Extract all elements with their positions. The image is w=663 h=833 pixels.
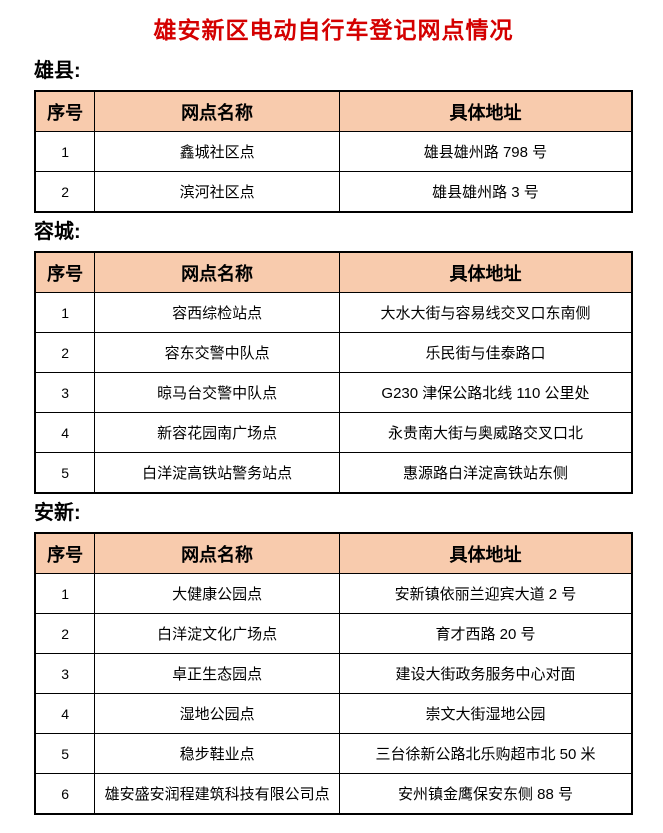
section-label-xiongxian: 雄县: [34,60,81,82]
site-name-cell: 滨河社区点 [94,171,340,213]
address-cell: 乐民街与佳泰路口 [338,332,633,373]
site-name-cell: 鑫城社区点 [94,131,340,172]
serial-cell: 1 [34,573,96,614]
address-cell: 雄县雄州路 3 号 [338,171,633,213]
header-address: 具体地址 [338,532,633,574]
registration-table-rongcheng: 序号 网点名称 具体地址 1 容西综检站点 大水大街与容易线交叉口东南侧 2 容东交警中… [34,251,633,494]
serial-cell: 3 [34,372,96,413]
serial-cell: 4 [34,693,96,734]
serial-cell: 1 [34,131,96,172]
site-name-cell: 白洋淀高铁站警务站点 [94,452,340,494]
site-name-cell: 雄安盛安润程建筑科技有限公司点 [94,773,340,815]
page-title: 雄安新区电动自行车登记网点情况 [153,17,514,43]
section-label-anxin: 安新: [34,502,81,524]
registration-table-xiongxian: 序号 网点名称 具体地址 1 鑫城社区点 雄县雄州路 798 号 2 滨河社区点 雄县雄州… [34,90,633,213]
table-row: 3 晾马台交警中队点 G230 津保公路北线 110 公里处 [34,372,633,413]
table-header-row: 序号 网点名称 具体地址 [34,532,633,574]
site-name-cell: 晾马台交警中队点 [94,372,340,413]
serial-cell: 2 [34,171,96,213]
table-row: 2 容东交警中队点 乐民街与佳泰路口 [34,332,633,373]
header-site-name: 网点名称 [94,251,340,293]
address-cell: 安州镇金鹰保安东侧 88 号 [338,773,633,815]
site-name-cell: 容东交警中队点 [94,332,340,373]
header-serial: 序号 [34,90,96,132]
header-address: 具体地址 [338,90,633,132]
serial-cell: 5 [34,452,96,494]
header-serial: 序号 [34,251,96,293]
serial-cell: 5 [34,733,96,774]
serial-cell: 4 [34,412,96,453]
table-row: 6 雄安盛安润程建筑科技有限公司点 安州镇金鹰保安东侧 88 号 [34,773,633,815]
serial-cell: 2 [34,613,96,654]
address-cell: 大水大街与容易线交叉口东南侧 [338,292,633,333]
table-row: 2 白洋淀文化广场点 育才西路 20 号 [34,613,633,654]
table-row: 1 容西综检站点 大水大街与容易线交叉口东南侧 [34,292,633,333]
address-cell: 三台徐新公路北乐购超市北 50 米 [338,733,633,774]
serial-cell: 1 [34,292,96,333]
site-name-cell: 大健康公园点 [94,573,340,614]
table-row: 4 湿地公园点 崇文大街湿地公园 [34,693,633,734]
table-row: 1 鑫城社区点 雄县雄州路 798 号 [34,131,633,172]
header-site-name: 网点名称 [94,90,340,132]
site-name-cell: 新容花园南广场点 [94,412,340,453]
site-name-cell: 白洋淀文化广场点 [94,613,340,654]
header-site-name: 网点名称 [94,532,340,574]
table-row: 3 卓正生态园点 建设大街政务服务中心对面 [34,653,633,694]
serial-cell: 3 [34,653,96,694]
site-name-cell: 湿地公园点 [94,693,340,734]
address-cell: 安新镇依丽兰迎宾大道 2 号 [338,573,633,614]
section-label-rongcheng: 容城: [34,221,81,243]
serial-cell: 6 [34,773,96,815]
table-row: 4 新容花园南广场点 永贵南大街与奥威路交叉口北 [34,412,633,453]
address-cell: 永贵南大街与奥威路交叉口北 [338,412,633,453]
header-address: 具体地址 [338,251,633,293]
site-name-cell: 稳步鞋业点 [94,733,340,774]
address-cell: G230 津保公路北线 110 公里处 [338,372,633,413]
table-header-row: 序号 网点名称 具体地址 [34,90,633,132]
table-row: 1 大健康公园点 安新镇依丽兰迎宾大道 2 号 [34,573,633,614]
table-row: 2 滨河社区点 雄县雄州路 3 号 [34,171,633,213]
registration-table-anxin: 序号 网点名称 具体地址 1 大健康公园点 安新镇依丽兰迎宾大道 2 号 2 白洋淀文化… [34,532,633,815]
address-cell: 惠源路白洋淀高铁站东侧 [338,452,633,494]
table-row: 5 稳步鞋业点 三台徐新公路北乐购超市北 50 米 [34,733,633,774]
table-header-row: 序号 网点名称 具体地址 [34,251,633,293]
site-name-cell: 卓正生态园点 [94,653,340,694]
address-cell: 雄县雄州路 798 号 [338,131,633,172]
site-name-cell: 容西综检站点 [94,292,340,333]
header-serial: 序号 [34,532,96,574]
serial-cell: 2 [34,332,96,373]
address-cell: 崇文大街湿地公园 [338,693,633,734]
address-cell: 建设大街政务服务中心对面 [338,653,633,694]
table-row: 5 白洋淀高铁站警务站点 惠源路白洋淀高铁站东侧 [34,452,633,494]
address-cell: 育才西路 20 号 [338,613,633,654]
